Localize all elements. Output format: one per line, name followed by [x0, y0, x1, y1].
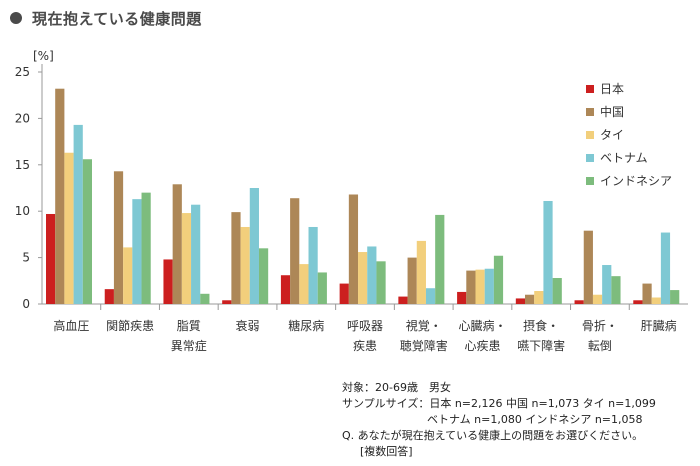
bar-インドネシア-6: [435, 214, 445, 304]
bar-中国-10: [642, 283, 652, 304]
bar-タイ-7: [475, 269, 485, 304]
legend-swatch: [586, 108, 594, 116]
x-tick-label: 高血圧: [53, 318, 89, 333]
bar-日本-5: [339, 283, 349, 304]
x-tick-label: 骨折・: [582, 318, 618, 333]
bar-インドネシア-9: [611, 276, 621, 304]
bar-タイ-6: [416, 240, 426, 304]
notes-question: Q. あなたが現在抱えている健康上の問題をお選びください。: [342, 429, 644, 442]
bar-インドネシア-1: [141, 192, 151, 304]
bar-ベトナム-0: [73, 124, 83, 304]
bar-インドネシア-0: [82, 159, 92, 304]
bar-中国-3: [231, 212, 241, 304]
legend-label: インドネシア: [600, 174, 672, 188]
y-tick-label: 20: [15, 111, 30, 125]
bar-中国-1: [113, 171, 124, 304]
bar-日本-2: [163, 259, 173, 304]
x-tick-label: 糖尿病: [288, 318, 324, 333]
bar-中国-5: [348, 194, 359, 304]
bar-中国-8: [525, 294, 535, 304]
bar-インドネシア-7: [493, 255, 504, 304]
bar-ベトナム-9: [602, 265, 612, 304]
bar-ベトナム-1: [132, 199, 142, 304]
legend-label: タイ: [600, 128, 624, 142]
notes-sample-line1: サンプルサイズ：日本 n=2,126 中国 n=1,073 タイ n=1,099: [342, 397, 656, 410]
x-tick-label: 嚥下障害: [517, 338, 565, 353]
bar-中国-9: [583, 230, 593, 304]
bar-インドネシア-10: [670, 290, 680, 304]
legend-label: 日本: [600, 82, 624, 96]
x-tick-label: 肝臓病: [641, 318, 677, 333]
bar-中国-6: [407, 257, 417, 304]
chart-notes: 対象：20-69歳 男女 サンプルサイズ：日本 n=2,126 中国 n=1,0…: [342, 380, 656, 460]
bar-ベトナム-8: [543, 200, 553, 304]
bar-インドネシア-8: [552, 278, 562, 304]
bar-日本-4: [280, 275, 291, 304]
x-tick-label: 心疾患: [464, 338, 500, 353]
bar-タイ-4: [299, 264, 309, 304]
bar-中国-2: [172, 184, 182, 304]
x-tick-label: 脂質: [177, 318, 201, 333]
y-tick-label: 10: [15, 204, 30, 218]
page-title: 現在抱えている健康問題: [10, 5, 202, 31]
bar-日本-8: [515, 298, 526, 304]
bar-タイ-9: [592, 294, 603, 304]
page-title-text: 現在抱えている健康問題: [32, 9, 202, 28]
y-tick-label: 0: [22, 297, 30, 311]
bar-ベトナム-7: [484, 268, 494, 304]
bar-ベトナム-6: [425, 288, 436, 304]
bar-中国-0: [55, 88, 65, 304]
bar-日本-10: [633, 300, 643, 304]
x-tick-label: 摂食・: [523, 318, 559, 333]
bar-中国-4: [290, 198, 300, 304]
bar-日本-1: [104, 289, 114, 304]
bar-ベトナム-4: [308, 226, 318, 304]
x-tick-label: 視覚・: [406, 318, 442, 333]
bar-タイ-10: [651, 297, 661, 304]
bar-インドネシア-3: [258, 248, 269, 304]
bar-ベトナム-5: [367, 246, 377, 304]
notes-target: 対象：20-69歳 男女: [342, 381, 451, 394]
bar-インドネシア-2: [200, 293, 210, 304]
bar-タイ-0: [64, 152, 74, 304]
bar-日本-3: [222, 300, 232, 304]
bar-ベトナム-3: [249, 188, 259, 304]
x-tick-label: 関節疾患: [106, 318, 154, 333]
x-tick-label: 異常症: [171, 338, 207, 353]
bar-日本-0: [46, 213, 56, 304]
notes-answer-type: [複数回答]: [360, 445, 413, 458]
x-tick-label: 衰弱: [236, 318, 260, 333]
y-tick-label: 5: [22, 251, 30, 265]
bar-ベトナム-10: [660, 232, 671, 304]
x-tick-label: 疾患: [353, 338, 377, 353]
bar-ベトナム-2: [191, 204, 201, 304]
bar-日本-6: [398, 296, 408, 304]
legend-swatch: [586, 177, 594, 185]
bar-インドネシア-4: [317, 272, 327, 304]
bar-タイ-2: [181, 213, 192, 304]
bar-タイ-8: [534, 291, 544, 304]
legend-swatch: [586, 131, 594, 139]
legend-swatch: [586, 154, 594, 162]
bar-日本-9: [574, 300, 584, 304]
legend-label: ベトナム: [600, 151, 648, 165]
x-tick-label: 聴覚障害: [400, 338, 448, 353]
bar-日本-7: [457, 291, 467, 304]
y-tick-label: 25: [15, 65, 30, 79]
bullet-dot-icon: [10, 12, 22, 24]
x-tick-label: 心臓病・: [458, 318, 506, 333]
bar-タイ-3: [240, 226, 250, 304]
notes-sample-line2: ベトナム n=1,080 インドネシア n=1,058: [427, 413, 643, 426]
bar-インドネシア-5: [376, 261, 386, 304]
legend-swatch: [586, 85, 594, 93]
legend-label: 中国: [600, 104, 624, 119]
x-tick-label: 転倒: [588, 339, 612, 353]
y-tick-label: 15: [15, 158, 30, 172]
bar-中国-7: [466, 270, 476, 304]
x-tick-label: 呼吸器: [347, 319, 383, 333]
y-axis-label: [%]: [33, 49, 54, 63]
bar-タイ-5: [358, 252, 368, 304]
bar-タイ-1: [123, 247, 133, 304]
